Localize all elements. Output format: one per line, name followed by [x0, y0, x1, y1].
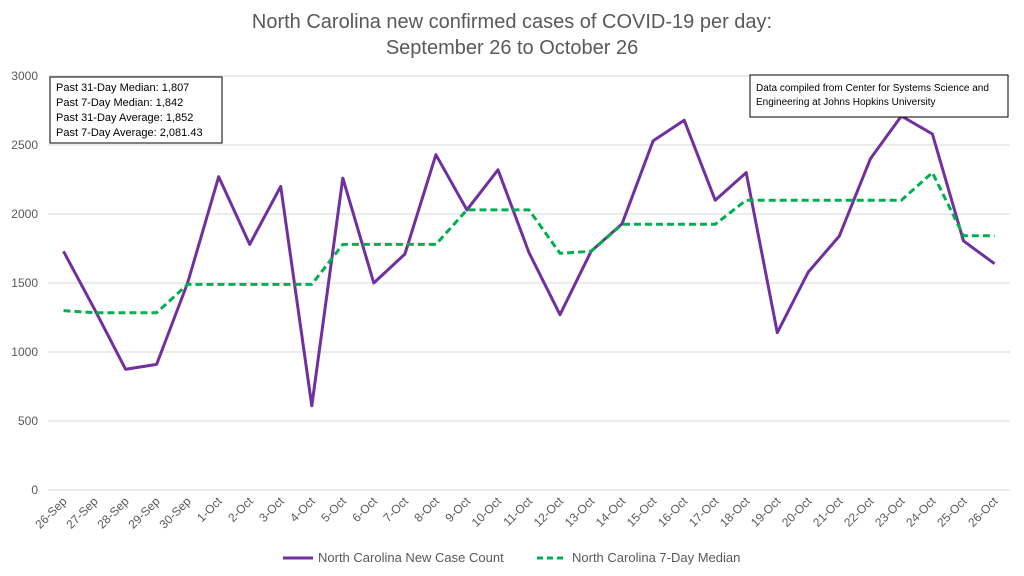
- x-tick-label-5-Oct: 5-Oct: [318, 494, 349, 525]
- x-tick-label-10-Oct: 10-Oct: [469, 494, 505, 530]
- x-tick-label-23-Oct: 23-Oct: [872, 494, 908, 530]
- x-tick-label-26-Oct: 26-Oct: [965, 494, 1001, 530]
- stats-line-31-day-average: Past 31-Day Average: 1,852: [56, 112, 193, 124]
- stats-line-7-day-median: Past 7-Day Median: 1,842: [56, 97, 183, 109]
- x-tick-label-8-Oct: 8-Oct: [411, 494, 442, 525]
- source-note: Data compiled from Center for Systems Sc…: [749, 74, 1009, 118]
- x-tick-label-28-Sep: 28-Sep: [94, 494, 131, 531]
- y-axis: 0 500 1000 1500 2000 2500 3000: [11, 69, 38, 497]
- y-tick-label-1000: 1000: [11, 345, 38, 359]
- source-note-line-1: Data compiled from Center for Systems Sc…: [756, 83, 989, 94]
- x-tick-label-1-Oct: 1-Oct: [194, 494, 225, 525]
- source-note-frame: [749, 74, 1009, 118]
- x-tick-label-27-Sep: 27-Sep: [63, 494, 100, 531]
- x-tick-label-11-Oct: 11-Oct: [500, 494, 535, 529]
- x-tick-label-30-Sep: 30-Sep: [156, 494, 193, 531]
- stats-line-31-day-median: Past 31-Day Median: 1,807: [56, 82, 189, 94]
- x-tick-label-13-Oct: 13-Oct: [562, 494, 598, 530]
- x-tick-label-20-Oct: 20-Oct: [779, 494, 815, 530]
- chart-title: North Carolina new confirmed cases of CO…: [252, 11, 772, 33]
- y-tick-label-2500: 2500: [11, 138, 38, 152]
- x-tick-label-4-Oct: 4-Oct: [287, 494, 318, 525]
- x-tick-label-21-Oct: 21-Oct: [810, 494, 846, 530]
- x-tick-label-6-Oct: 6-Oct: [349, 494, 380, 525]
- chart-subtitle: September 26 to October 26: [386, 37, 638, 59]
- y-tick-label-3000: 3000: [11, 69, 38, 83]
- x-tick-label-7-Oct: 7-Oct: [380, 494, 411, 525]
- legend-label-new-case-count: North Carolina New Case Count: [318, 550, 504, 565]
- x-tick-label-29-Sep: 29-Sep: [125, 494, 162, 531]
- stats-box-frame: [49, 76, 223, 144]
- x-tick-label-15-Oct: 15-Oct: [624, 494, 660, 530]
- x-tick-label-14-Oct: 14-Oct: [593, 494, 629, 530]
- stats-box: Past 31-Day Median: 1,807 Past 7-Day Med…: [49, 76, 223, 144]
- x-tick-label-19-Oct: 19-Oct: [748, 494, 784, 530]
- series-line-new-case-count: [62, 114, 996, 408]
- x-tick-label-18-Oct: 18-Oct: [717, 494, 753, 530]
- y-tick-label-500: 500: [18, 414, 38, 428]
- x-tick-label-3-Oct: 3-Oct: [256, 494, 287, 525]
- y-tick-label-0: 0: [31, 483, 38, 497]
- x-tick-label-22-Oct: 22-Oct: [841, 494, 877, 530]
- series-line-7-day-median: [63, 171, 995, 315]
- stats-line-7-day-average: Past 7-Day Average: 2,081.43: [56, 127, 203, 139]
- legend: North Carolina New Case Count North Caro…: [283, 550, 740, 565]
- y-tick-label-2000: 2000: [11, 207, 38, 221]
- x-tick-label-12-Oct: 12-Oct: [531, 494, 567, 530]
- x-tick-label-2-Oct: 2-Oct: [225, 494, 256, 525]
- x-tick-label-16-Oct: 16-Oct: [655, 494, 691, 530]
- x-tick-label-26-Sep: 26-Sep: [32, 494, 69, 531]
- x-tick-label-24-Oct: 24-Oct: [903, 494, 939, 530]
- x-tick-label-25-Oct: 25-Oct: [934, 494, 970, 530]
- legend-label-7-day-median: North Carolina 7-Day Median: [572, 550, 740, 565]
- source-note-line-2: Engineering at Johns Hopkins University: [756, 97, 936, 108]
- x-tick-label-17-Oct: 17-Oct: [686, 494, 722, 530]
- y-tick-label-1500: 1500: [11, 276, 38, 290]
- series-lines: [62, 114, 996, 408]
